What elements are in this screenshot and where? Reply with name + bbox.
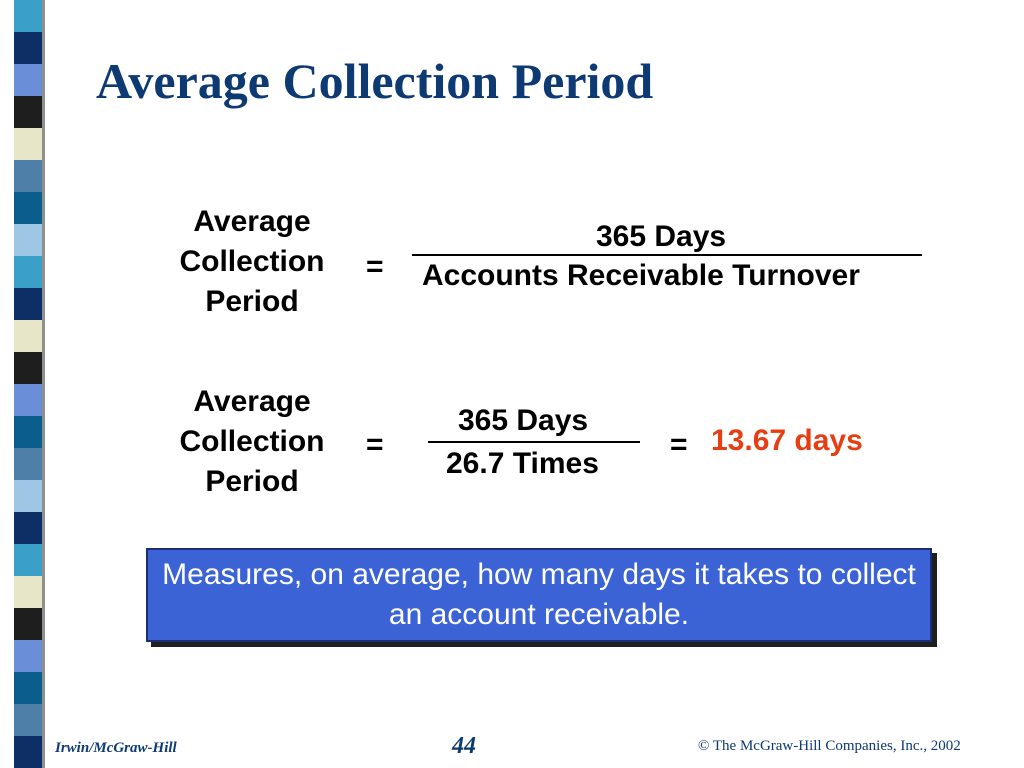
slide-title: Average Collection Period <box>96 53 654 109</box>
fraction-bar <box>412 254 922 256</box>
result-value: 13.67 days <box>711 424 863 457</box>
equals-sign: = <box>366 250 384 283</box>
label-line: Average <box>193 205 311 238</box>
label-line: Average <box>193 385 311 418</box>
equals-sign: = <box>670 428 688 461</box>
publisher-label: Irwin/McGraw-Hill <box>55 740 177 756</box>
label-line: Collection <box>179 425 325 458</box>
numerator: 365 Days <box>458 404 589 437</box>
formula-label: Average Collection Period <box>160 382 344 502</box>
definition-text: Measures, on average, how many days it t… <box>162 558 916 631</box>
label-line: Collection <box>179 245 325 278</box>
label-line: Period <box>205 465 299 498</box>
decorative-strip <box>14 0 42 768</box>
denominator: Accounts Receivable Turnover <box>422 259 860 292</box>
definition-box: Measures, on average, how many days it t… <box>146 548 932 642</box>
equals-sign: = <box>366 428 384 461</box>
denominator: 26.7 Times <box>446 447 599 480</box>
label-line: Period <box>205 285 299 318</box>
fraction-bar <box>428 441 640 443</box>
page-number: 44 <box>452 733 476 759</box>
copyright-text: © The McGraw-Hill Companies, Inc., 2002 <box>698 738 961 754</box>
formula-label: Average Collection Period <box>160 202 344 322</box>
numerator: 365 Days <box>596 220 727 253</box>
